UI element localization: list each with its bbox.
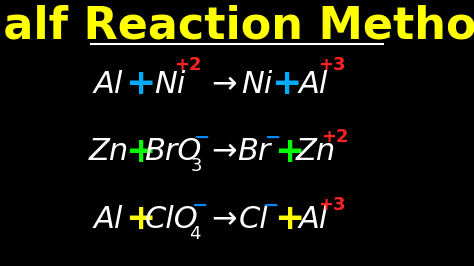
Text: Ni: Ni	[154, 70, 185, 99]
Text: →: →	[211, 137, 237, 166]
Text: +: +	[274, 135, 304, 169]
Text: →: →	[211, 205, 237, 234]
Text: +: +	[125, 135, 155, 169]
Text: Al: Al	[299, 205, 328, 234]
Text: ClO: ClO	[145, 205, 198, 234]
Text: +: +	[125, 202, 155, 236]
Text: +3: +3	[319, 56, 346, 74]
Text: Half Reaction Method: Half Reaction Method	[0, 4, 474, 47]
Text: Al: Al	[299, 70, 328, 99]
Text: Al: Al	[94, 205, 123, 234]
Text: →: →	[211, 70, 237, 99]
Text: +: +	[274, 202, 304, 236]
Text: +2: +2	[174, 56, 201, 74]
Text: Br: Br	[237, 137, 271, 166]
Text: Zn: Zn	[88, 137, 128, 166]
Text: −: −	[263, 196, 279, 214]
Text: +: +	[125, 67, 155, 101]
Text: Cl: Cl	[239, 205, 269, 234]
Text: BrO: BrO	[144, 137, 201, 166]
Text: 3: 3	[191, 157, 202, 175]
Text: −: −	[193, 128, 210, 147]
Text: Al: Al	[94, 70, 123, 99]
Text: −: −	[265, 128, 282, 147]
Text: +3: +3	[319, 196, 346, 214]
Text: Ni: Ni	[241, 70, 272, 99]
Text: +2: +2	[321, 128, 349, 146]
Text: 4: 4	[190, 225, 201, 243]
Text: +: +	[271, 67, 301, 101]
Text: Zn: Zn	[296, 137, 337, 166]
Text: −: −	[192, 196, 209, 214]
